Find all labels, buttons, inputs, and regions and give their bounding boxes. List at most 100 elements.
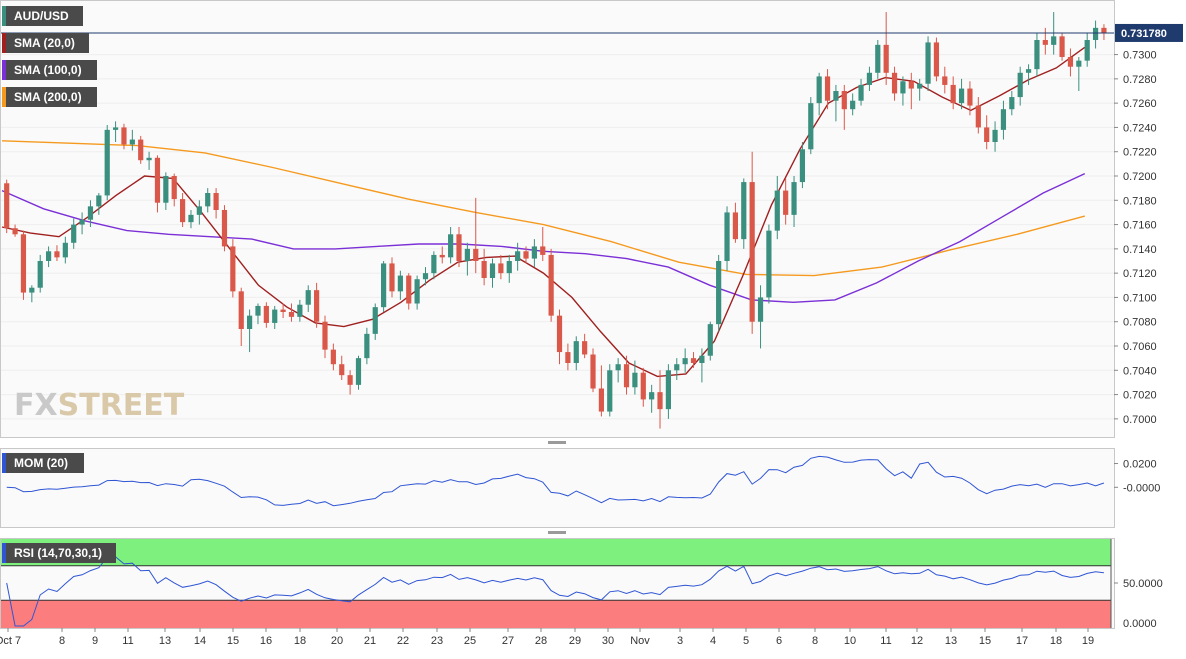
mom-line (6, 455, 1105, 507)
sma200-legend[interactable]: SMA (200,0) (2, 87, 97, 107)
candle-body (515, 251, 521, 261)
candle-body (623, 364, 630, 388)
candle-body (20, 234, 27, 293)
candle-body (330, 349, 336, 365)
candle-body (749, 182, 755, 322)
candle-body (816, 76, 822, 104)
rsi-legend[interactable]: RSI (14,70,30,1) (2, 543, 116, 563)
date-tick-label: 22 (397, 635, 409, 647)
date-tick-label: 29 (569, 635, 581, 647)
candle-body (992, 129, 998, 142)
sma200-color-bar (2, 87, 6, 107)
date-tick-label: 20 (331, 635, 343, 647)
candle-body (431, 254, 437, 274)
candle-body (590, 354, 596, 389)
candle-body (665, 370, 671, 410)
candle-body (238, 291, 244, 329)
candle-body (1084, 40, 1090, 61)
candle-body (297, 304, 303, 317)
date-tick-label: 14 (194, 635, 206, 647)
candle-body (607, 370, 613, 412)
candle-body (674, 364, 680, 371)
candle-body (690, 358, 697, 363)
candle-body (975, 105, 981, 128)
candle-body (464, 248, 470, 261)
sma20-legend[interactable]: SMA (20,0) (2, 33, 89, 53)
candle-body (364, 333, 370, 359)
date-tick-label: 11 (122, 635, 133, 647)
candle-body (179, 199, 186, 223)
candle-body (925, 42, 931, 84)
sma200-label: SMA (200,0) (14, 90, 82, 104)
price-tick-label: 0.7020 (1123, 390, 1157, 402)
candle-body (875, 44, 881, 73)
candle-body (850, 100, 856, 110)
price-tick-label: 0.7100 (1123, 292, 1157, 304)
candle-body (213, 193, 219, 210)
candle-body (347, 375, 353, 385)
candle-body (1101, 27, 1107, 33)
candle-body (79, 219, 85, 225)
date-tick-label: 9 (92, 635, 98, 647)
candle-body (196, 206, 202, 215)
candle-body (422, 273, 429, 280)
candle-body (12, 228, 18, 235)
splitter-handle (548, 441, 566, 444)
candle-body (473, 248, 479, 261)
price-tick-label: 0.7080 (1123, 317, 1157, 329)
date-tick-label: 11 (880, 635, 891, 647)
price-tick-label: 0.7000 (1123, 414, 1157, 426)
candle-body (984, 127, 990, 142)
sma100-legend[interactable]: SMA (100,0) (2, 60, 97, 80)
symbol-label: AUD/USD (14, 9, 69, 23)
candle-body (29, 287, 35, 293)
candle-body (272, 309, 278, 323)
candle-body (950, 84, 956, 104)
candle-body (71, 224, 77, 243)
date-tick-label: 23 (431, 635, 443, 647)
candle-body (4, 183, 10, 229)
date-tick-label: 12 (911, 635, 923, 647)
candle-body (1025, 69, 1032, 73)
mom-pane (0, 448, 1115, 528)
candle-body (724, 212, 730, 261)
candle-body (783, 190, 789, 215)
candle-body (1059, 36, 1065, 57)
candle-body (448, 234, 454, 258)
candle-body (548, 254, 554, 316)
candle-body (255, 305, 261, 316)
date-tick-label: 28 (535, 635, 547, 647)
candle-body (322, 321, 328, 350)
price-tick-label: 0.7240 (1123, 122, 1157, 134)
price-tick-label: 0.7140 (1123, 244, 1157, 256)
price-tick-label: 0.7260 (1123, 98, 1157, 110)
candle-body (163, 176, 169, 203)
candle-body (1000, 109, 1007, 130)
candle-body (808, 103, 814, 150)
candle-body (439, 254, 445, 258)
candle-body (339, 364, 345, 376)
oversold-zone (1, 600, 1111, 628)
candle-body (774, 190, 780, 231)
candle-body (757, 297, 764, 322)
candle-body (707, 324, 713, 356)
sma20-color-bar (2, 33, 6, 53)
mom-legend[interactable]: MOM (20) (2, 453, 84, 473)
date-tick-label: 13 (945, 635, 957, 647)
candle-body (288, 312, 295, 317)
sma100-label: SMA (100,0) (14, 63, 82, 77)
candle-body (1092, 27, 1099, 40)
candle-body (104, 129, 110, 196)
price-tick-label: 0.7200 (1123, 171, 1157, 183)
symbol-legend[interactable]: AUD/USD (2, 6, 83, 26)
candle-body (699, 355, 705, 363)
candle-body (62, 242, 68, 258)
candle-body (908, 81, 914, 89)
candle-body (129, 139, 135, 145)
date-tick-label: 8 (812, 635, 818, 647)
date-tick-label: 18 (1050, 635, 1062, 647)
candle-body (766, 230, 772, 298)
price-tick-label: 0.7120 (1123, 268, 1157, 280)
candle-body (791, 182, 797, 215)
